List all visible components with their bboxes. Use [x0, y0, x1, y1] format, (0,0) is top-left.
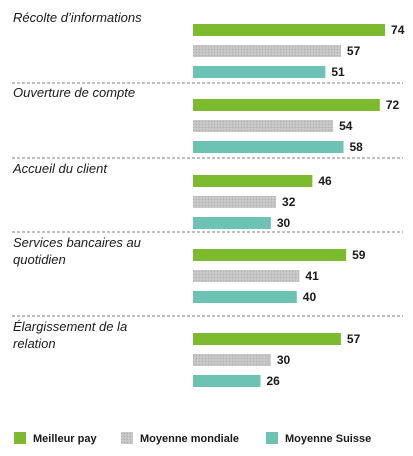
bar: [193, 291, 297, 303]
data-label: 57: [347, 332, 361, 346]
legend-label: Moyenne Suisse: [285, 433, 371, 445]
data-label: 74: [391, 23, 405, 37]
legend-swatch: [266, 432, 278, 444]
bar: [193, 375, 261, 387]
data-label: 32: [282, 195, 296, 209]
legend: Meilleur pay Moyenne mondiale Moyenne Suis…: [14, 432, 371, 445]
data-label: 59: [352, 248, 366, 262]
bar: [193, 333, 341, 345]
category-label: Élargissement de la relation: [13, 319, 127, 351]
data-label: 41: [305, 269, 319, 283]
legend-swatch: [14, 432, 26, 444]
data-label: 40: [303, 290, 317, 304]
category-dividers: [12, 82, 403, 317]
data-label: 54: [339, 119, 353, 133]
legend-label: Moyenne mondiale: [140, 433, 239, 445]
bar: [193, 196, 277, 208]
bar: [193, 99, 380, 111]
data-label: 72: [386, 98, 400, 112]
bar: [193, 66, 326, 78]
category-labels: Récolte d’informations Ouverture de compt…: [12, 10, 142, 351]
data-label: 58: [350, 140, 364, 154]
bar: [193, 249, 347, 261]
bar: [193, 175, 313, 187]
category-label: Services bancaires au quotidien: [13, 235, 141, 267]
bars: [193, 24, 386, 387]
bar: [193, 24, 386, 36]
bar: [193, 141, 344, 153]
data-label: 30: [277, 353, 291, 367]
data-label: 57: [347, 44, 361, 58]
bar: [193, 270, 300, 282]
bar: [193, 120, 334, 132]
data-label: 46: [318, 174, 332, 188]
category-label: Récolte d’informations: [13, 10, 142, 25]
bar: [193, 45, 341, 57]
bar: [193, 354, 271, 366]
category-label: Ouverture de compte: [13, 85, 135, 100]
data-label: 26: [266, 374, 280, 388]
data-label: 51: [331, 65, 345, 79]
category-label: Accueil du client: [12, 161, 108, 176]
legend-swatch: [121, 432, 133, 444]
legend-label: Meilleur pay: [33, 433, 97, 445]
data-label: 30: [277, 216, 291, 230]
bar: [193, 217, 271, 229]
